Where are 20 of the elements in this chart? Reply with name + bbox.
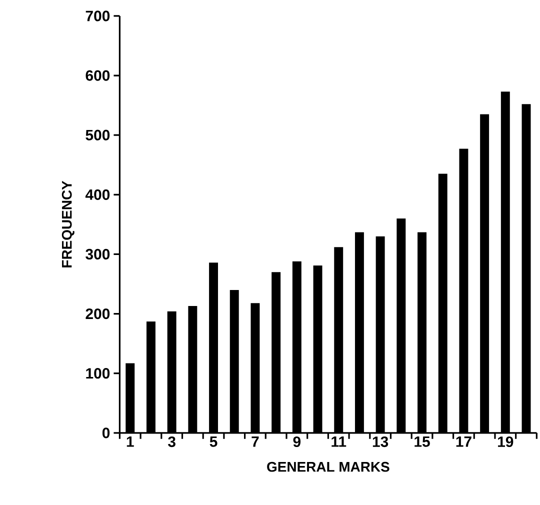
y-tick-label: 0	[102, 428, 110, 438]
y-tick-label: 600	[86, 70, 110, 81]
x-tick-label: 9	[293, 436, 301, 448]
x-tick-label: 19	[498, 436, 514, 448]
x-tick-label: 1	[126, 436, 134, 447]
y-tick-label: 700	[86, 10, 110, 22]
x-tick-label: 15	[414, 436, 430, 448]
x-tick-label: 11	[332, 436, 346, 447]
x-axis-title: GENERAL MARKS	[267, 462, 390, 472]
x-tick-label: 17	[456, 436, 472, 447]
y-tick-label: 400	[85, 189, 110, 200]
x-tick-label: 13	[372, 436, 388, 448]
x-tick-label: 5	[210, 436, 218, 448]
y-tick-label: 200	[86, 308, 110, 320]
x-tick-label: 7	[252, 436, 259, 447]
y-tick-label: 300	[86, 249, 110, 260]
y-axis-title: FREQUENCY	[62, 180, 74, 268]
y-tick-label: 100	[86, 368, 110, 379]
y-tick-label: 500	[86, 130, 110, 141]
x-tick-label: 3	[168, 436, 176, 448]
